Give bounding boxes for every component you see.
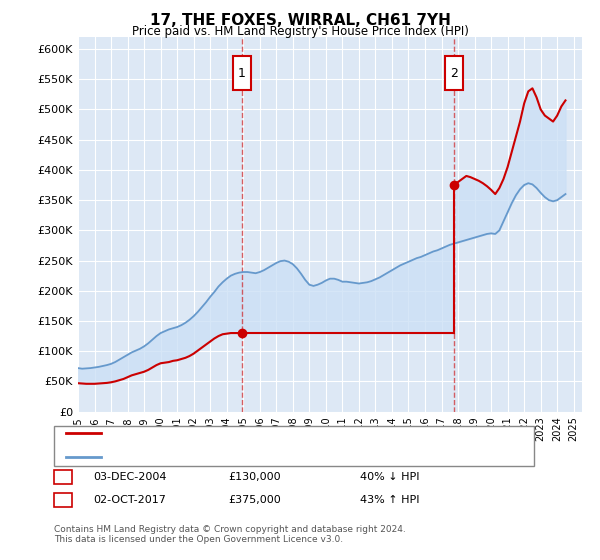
Text: 02-OCT-2017: 02-OCT-2017 [93, 495, 166, 505]
Text: HPI: Average price, detached house, Wirral: HPI: Average price, detached house, Wirr… [107, 452, 341, 462]
Text: Price paid vs. HM Land Registry's House Price Index (HPI): Price paid vs. HM Land Registry's House … [131, 25, 469, 38]
Text: 40% ↓ HPI: 40% ↓ HPI [360, 472, 419, 482]
Text: £375,000: £375,000 [228, 495, 281, 505]
Text: 1: 1 [59, 472, 67, 482]
FancyBboxPatch shape [445, 57, 463, 90]
Text: Contains HM Land Registry data © Crown copyright and database right 2024.
This d: Contains HM Land Registry data © Crown c… [54, 525, 406, 544]
Text: 43% ↑ HPI: 43% ↑ HPI [360, 495, 419, 505]
Text: 17, THE FOXES, WIRRAL, CH61 7YH: 17, THE FOXES, WIRRAL, CH61 7YH [149, 13, 451, 28]
Text: 2: 2 [450, 67, 458, 80]
FancyBboxPatch shape [233, 57, 251, 90]
Text: 1: 1 [238, 67, 246, 80]
Text: 2: 2 [59, 495, 67, 505]
Text: 17, THE FOXES, WIRRAL, CH61 7YH (detached house): 17, THE FOXES, WIRRAL, CH61 7YH (detache… [107, 428, 399, 438]
Text: 03-DEC-2004: 03-DEC-2004 [93, 472, 167, 482]
Text: £130,000: £130,000 [228, 472, 281, 482]
